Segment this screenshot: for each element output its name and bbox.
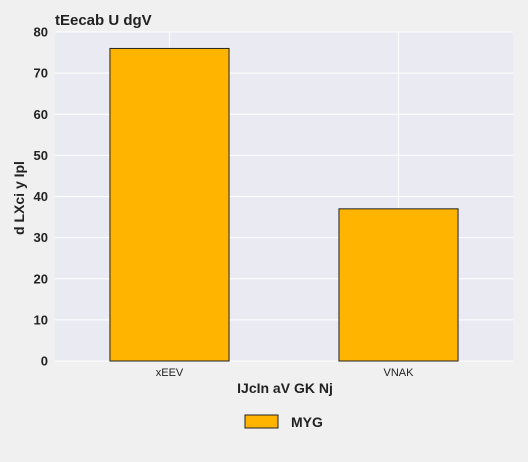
y-tick-label: 0 — [41, 354, 48, 369]
legend-label-myg: MYG — [291, 414, 323, 430]
legend-swatch-myg — [244, 414, 279, 429]
y-axis-ticks: 0 10 20 30 40 50 60 70 80 — [34, 25, 48, 369]
legend: MYG — [244, 414, 323, 430]
y-tick-label: 20 — [34, 271, 48, 286]
y-tick-label: 60 — [34, 107, 48, 122]
x-axis-label: IJcIn aV GK Nj — [237, 380, 333, 396]
y-axis-label: d LXci y Ipl — [11, 161, 27, 235]
y-tick-label: 70 — [34, 66, 48, 81]
x-tick-label: VNAK — [384, 367, 415, 379]
y-tick-label: 50 — [34, 148, 48, 163]
bar-xeev — [109, 47, 230, 362]
bar-vnak — [338, 208, 459, 362]
chart-title: tEecab U dgV — [55, 12, 152, 29]
x-tick-label: xEEV — [156, 367, 184, 379]
bars — [109, 47, 459, 362]
y-tick-label: 40 — [34, 189, 48, 204]
y-tick-label: 10 — [34, 312, 48, 327]
y-tick-label: 80 — [34, 25, 48, 40]
x-axis-ticks: xEEV VNAK — [156, 367, 414, 379]
y-tick-label: 30 — [34, 230, 48, 245]
